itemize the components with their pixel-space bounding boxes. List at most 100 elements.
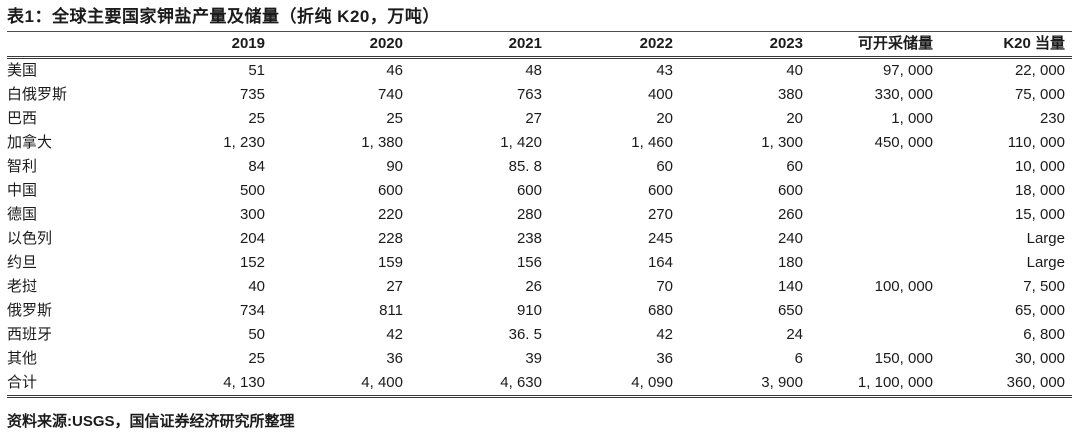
cell-value: 24 — [786, 326, 803, 343]
row-label: 智利 — [7, 158, 38, 175]
col-header-2023: 2023 — [673, 31, 803, 59]
cell-value — [803, 323, 933, 347]
cell-value: 39 — [525, 350, 542, 367]
cell-value: 10, 000 — [1014, 158, 1065, 175]
cell-value: 1, 230 — [223, 134, 265, 151]
cell-value: 330, 000 — [874, 86, 933, 103]
cell-value: 60 — [786, 158, 803, 175]
cell-value: 1, 420 — [500, 134, 542, 151]
row-label: 合计 — [7, 374, 38, 391]
cell-value: 910 — [516, 302, 542, 319]
col-header-country — [7, 31, 115, 59]
cell-value: 90 — [386, 158, 403, 175]
cell-value: 7, 500 — [1023, 278, 1065, 295]
row-label: 白俄罗斯 — [7, 86, 68, 103]
cell-value: 811 — [379, 302, 403, 319]
row-label: 老挝 — [7, 278, 38, 295]
cell-value: 30, 000 — [1014, 350, 1065, 367]
cell-value: 27 — [386, 278, 403, 295]
cell-value: 27 — [525, 110, 542, 127]
cell-value: 42 — [386, 326, 403, 343]
table-row: 中国 500 600 600 600 600 18, 000 — [7, 179, 1072, 203]
col-header-k2o-equivalent: K20 当量 — [933, 31, 1072, 59]
cell-value: 15, 000 — [1014, 206, 1065, 223]
cell-value: 42 — [656, 326, 673, 343]
cell-value: 735 — [239, 86, 265, 103]
cell-value: 650 — [777, 302, 803, 319]
cell-value: 159 — [377, 254, 403, 271]
table-row: 老挝 40 27 26 70 140 100, 000 7, 500 — [7, 275, 1072, 299]
table-row: 约旦 152 159 156 164 180 Large — [7, 251, 1072, 275]
cell-value: 75, 000 — [1014, 86, 1065, 103]
cell-value: 228 — [377, 230, 403, 247]
cell-value — [803, 227, 933, 251]
cell-value: 600 — [777, 182, 803, 199]
row-label: 以色列 — [7, 230, 53, 247]
cell-value — [803, 251, 933, 275]
cell-value — [803, 203, 933, 227]
cell-value: Large — [1026, 230, 1065, 247]
cell-value: 46 — [386, 62, 403, 79]
cell-value: 6, 800 — [1023, 326, 1065, 343]
row-label: 加拿大 — [7, 134, 53, 151]
cell-value: 70 — [656, 278, 673, 295]
cell-value: 150, 000 — [874, 350, 933, 367]
cell-value: 43 — [656, 62, 673, 79]
cell-value: 600 — [377, 182, 403, 199]
cell-value: 36 — [386, 350, 403, 367]
cell-value: 600 — [647, 182, 673, 199]
cell-value: 100, 000 — [874, 278, 933, 295]
cell-value: 763 — [516, 86, 542, 103]
cell-value: 50 — [248, 326, 265, 343]
potash-production-table: 2019 2020 2021 2022 2023 可开采储量 K20 当量 美国… — [7, 31, 1072, 398]
cell-value: 140 — [777, 278, 803, 295]
cell-value: 238 — [516, 230, 542, 247]
cell-value: 230 — [1039, 110, 1065, 127]
cell-value: 20 — [656, 110, 673, 127]
cell-value: 740 — [377, 86, 403, 103]
cell-value — [803, 179, 933, 203]
table-row: 白俄罗斯 735 740 763 400 380 330, 000 75, 000 — [7, 83, 1072, 107]
row-label: 德国 — [7, 206, 38, 223]
cell-value: 4, 400 — [361, 374, 403, 391]
cell-value: 25 — [386, 110, 403, 127]
table-row: 巴西 25 25 27 20 20 1, 000 230 — [7, 107, 1072, 131]
cell-value: 22, 000 — [1014, 62, 1065, 79]
cell-value: 36 — [656, 350, 673, 367]
cell-value: 380 — [777, 86, 803, 103]
table-row: 加拿大 1, 230 1, 380 1, 420 1, 460 1, 300 450, 00… — [7, 131, 1072, 155]
table-row: 美国 51 46 48 43 40 97, 000 22, 000 — [7, 58, 1072, 84]
cell-value: 40 — [248, 278, 265, 295]
cell-value: 240 — [777, 230, 803, 247]
cell-value: 26 — [525, 278, 542, 295]
cell-value: 360, 000 — [1006, 374, 1065, 391]
cell-value: 65, 000 — [1014, 302, 1065, 319]
cell-value: 270 — [647, 206, 673, 223]
table-title: 表1：全球主要国家钾盐产量及储量（折纯 K20，万吨） — [7, 7, 440, 26]
row-label: 西班牙 — [7, 326, 53, 343]
header-row: 2019 2020 2021 2022 2023 可开采储量 K20 当量 — [7, 31, 1072, 59]
row-label: 其他 — [7, 350, 38, 367]
cell-value: 1, 460 — [631, 134, 673, 151]
row-label: 美国 — [7, 62, 38, 79]
table-row: 其他 25 36 39 36 6 150, 000 30, 000 — [7, 347, 1072, 371]
cell-value: 500 — [239, 182, 265, 199]
table-row-total: 合计 4, 130 4, 400 4, 630 4, 090 3, 900 1, 100, … — [7, 371, 1072, 397]
cell-value: 18, 000 — [1014, 182, 1065, 199]
cell-value: 25 — [248, 350, 265, 367]
cell-value: Large — [1026, 254, 1065, 271]
cell-value: 156 — [516, 254, 542, 271]
cell-value: 4, 090 — [631, 374, 673, 391]
cell-value: 734 — [239, 302, 265, 319]
cell-value: 245 — [647, 230, 673, 247]
cell-value: 1, 300 — [761, 134, 803, 151]
cell-value: 51 — [248, 62, 265, 79]
cell-value: 40 — [786, 62, 803, 79]
cell-value: 450, 000 — [874, 134, 933, 151]
cell-value: 1, 380 — [361, 134, 403, 151]
cell-value: 400 — [647, 86, 673, 103]
cell-value: 204 — [239, 230, 265, 247]
cell-value: 3, 900 — [761, 374, 803, 391]
table-row: 以色列 204 228 238 245 240 Large — [7, 227, 1072, 251]
col-header-2022: 2022 — [542, 31, 673, 59]
